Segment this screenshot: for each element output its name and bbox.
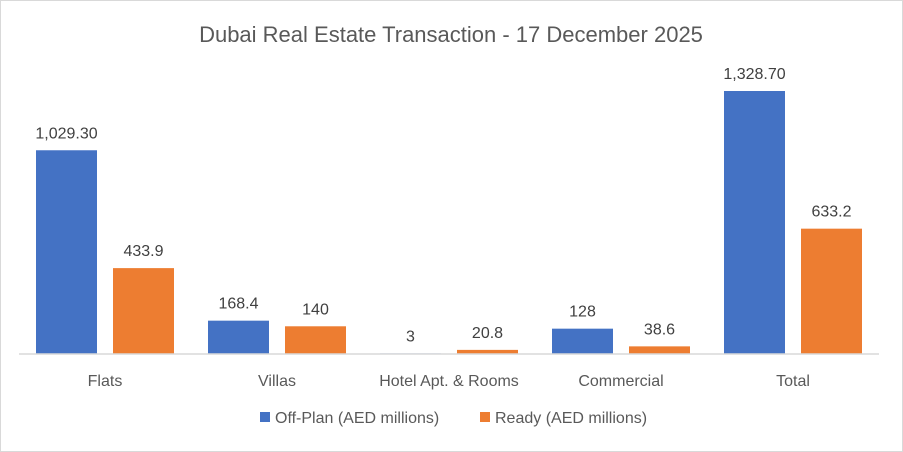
category-label-commercial: Commercial xyxy=(578,373,663,390)
category-label-flats: Flats xyxy=(88,373,123,390)
data-label-off-plan-flats: 1,029.30 xyxy=(35,125,97,142)
data-label-ready-hotel-apt-rooms: 20.8 xyxy=(472,325,503,342)
bar-off-plan-flats xyxy=(36,150,97,354)
data-label-ready-flats: 433.9 xyxy=(123,243,163,260)
data-label-ready-villas: 140 xyxy=(302,301,329,318)
bar-off-plan-villas xyxy=(208,320,269,354)
data-label-ready-commercial: 38.6 xyxy=(644,321,675,338)
bar-ready-villas xyxy=(285,326,346,354)
legend-label-ready: Ready (AED millions) xyxy=(495,410,647,427)
category-label-villas: Villas xyxy=(258,373,296,390)
bar-ready-hotel-apt-rooms xyxy=(457,349,518,354)
bar-ready-commercial xyxy=(629,346,690,354)
data-label-off-plan-hotel-apt-rooms: 3 xyxy=(406,328,415,345)
bar-off-plan-commercial xyxy=(552,328,613,354)
data-label-off-plan-commercial: 128 xyxy=(569,304,596,321)
category-labels-layer: Flats Villas Hotel Apt. & Rooms Commercial T… xyxy=(88,373,810,390)
bar-ready-total xyxy=(801,228,862,354)
chart-title: Dubai Real Estate Transaction - 17 Decem… xyxy=(199,22,703,47)
legend-label-off-plan: Off-Plan (AED millions) xyxy=(275,410,439,427)
legend: Off-Plan (AED millions) Ready (AED millio… xyxy=(260,410,647,427)
data-label-off-plan-total: 1,328.70 xyxy=(723,66,785,83)
category-label-total: Total xyxy=(776,373,810,390)
data-labels-layer: 1,029.30 433.9 168.4 140 3 20.8 128 38.6 1,328.7… xyxy=(35,66,851,345)
category-label-hotel-apt-rooms: Hotel Apt. & Rooms xyxy=(379,373,519,390)
data-label-off-plan-villas: 168.4 xyxy=(218,296,258,313)
bars-layer xyxy=(36,91,862,354)
legend-swatch-ready xyxy=(480,412,490,422)
legend-swatch-off-plan xyxy=(260,412,270,422)
bar-off-plan-total xyxy=(724,91,785,354)
data-label-ready-total: 633.2 xyxy=(811,204,851,221)
bar-ready-flats xyxy=(113,268,174,354)
